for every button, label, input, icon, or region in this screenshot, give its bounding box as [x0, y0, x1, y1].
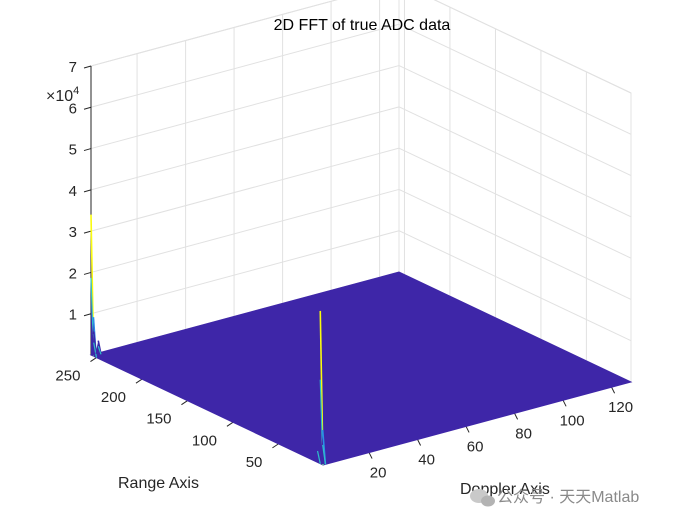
z-exponent-power: 4 — [73, 85, 79, 97]
z-tick-mark — [83, 189, 92, 193]
z-exponent-base: ×10 — [46, 88, 73, 105]
grid-z-line — [398, 188, 632, 300]
z-tick-mark — [83, 148, 92, 152]
grid-z-line — [433, 0, 632, 94]
y-tick-mark — [181, 400, 188, 406]
x-tick-mark — [611, 387, 616, 394]
z-tick-label: 1 — [69, 307, 77, 324]
grid-z-line — [90, 65, 400, 150]
grid-z-line — [398, 23, 632, 135]
tick-labels: 1 2 3 4 5 6 7 20 40 60 80 100 120 50 100 150 200 250 — [55, 59, 633, 482]
x-tick-label: 80 — [515, 425, 532, 442]
x-tick-mark — [417, 439, 422, 446]
grid-z-line — [90, 230, 400, 315]
x-tick-mark — [368, 452, 373, 459]
surface-floor — [89, 271, 633, 466]
grid-z-line — [398, 65, 632, 177]
watermark-text: 公众号 · 天天Matlab — [497, 488, 639, 506]
surface-peak-shade — [316, 450, 321, 464]
grid-z-line — [90, 23, 400, 108]
watermark: 公众号 · 天天Matlab — [470, 488, 639, 507]
z-tick-mark — [83, 65, 92, 69]
grid-z-line — [90, 188, 400, 273]
y-tick-label: 50 — [246, 454, 263, 471]
z-exponent-label: ×104 — [46, 85, 79, 105]
z-tick-label: 5 — [69, 142, 77, 159]
z-tick-label: 4 — [69, 183, 77, 200]
surface-peak-shade — [322, 444, 327, 465]
y-axis-label: Range Axis — [118, 475, 199, 492]
y-tick-label: 100 — [192, 432, 217, 449]
z-tick-mark — [83, 230, 92, 234]
x-tick-label: 60 — [467, 438, 484, 455]
grid-z-line — [398, 230, 632, 342]
y-tick-mark — [135, 378, 143, 384]
x-tick-label: 100 — [560, 412, 585, 429]
x-tick-mark — [514, 413, 519, 420]
x-tick-label: 40 — [418, 452, 435, 469]
y-tick-label: 200 — [101, 389, 126, 406]
grid-z-line — [90, 147, 400, 232]
y-tick-label: 250 — [55, 368, 80, 385]
z-tick-label: 3 — [69, 224, 77, 241]
z-tick-label: 6 — [69, 100, 77, 117]
y-tick-mark — [272, 443, 279, 449]
x-tick-mark — [562, 400, 567, 407]
surface-plot — [89, 214, 633, 466]
axes-panes — [90, 0, 632, 383]
surface-peak-shade — [97, 346, 102, 355]
x-tick-mark — [465, 426, 470, 433]
z-tick-mark — [83, 313, 92, 317]
z-tick-mark — [83, 271, 92, 275]
z-tick-mark — [83, 106, 92, 110]
grid-z-line — [90, 106, 400, 191]
y-tick-mark — [90, 357, 97, 363]
z-tick-label: 2 — [69, 265, 77, 282]
chart-title: 2D FFT of true ADC data — [274, 17, 451, 34]
y-tick-mark — [226, 421, 234, 427]
z-tick-label: 7 — [69, 59, 77, 76]
x-tick-label: 20 — [370, 465, 387, 482]
grid-z-line — [90, 0, 338, 67]
chat-bubble-icon — [470, 489, 495, 507]
surface-peak-shade — [93, 342, 98, 358]
y-tick-label: 150 — [146, 411, 171, 428]
grid-z-line — [398, 147, 632, 259]
grid-z-line — [398, 106, 632, 218]
x-tick-label: 120 — [608, 399, 633, 416]
